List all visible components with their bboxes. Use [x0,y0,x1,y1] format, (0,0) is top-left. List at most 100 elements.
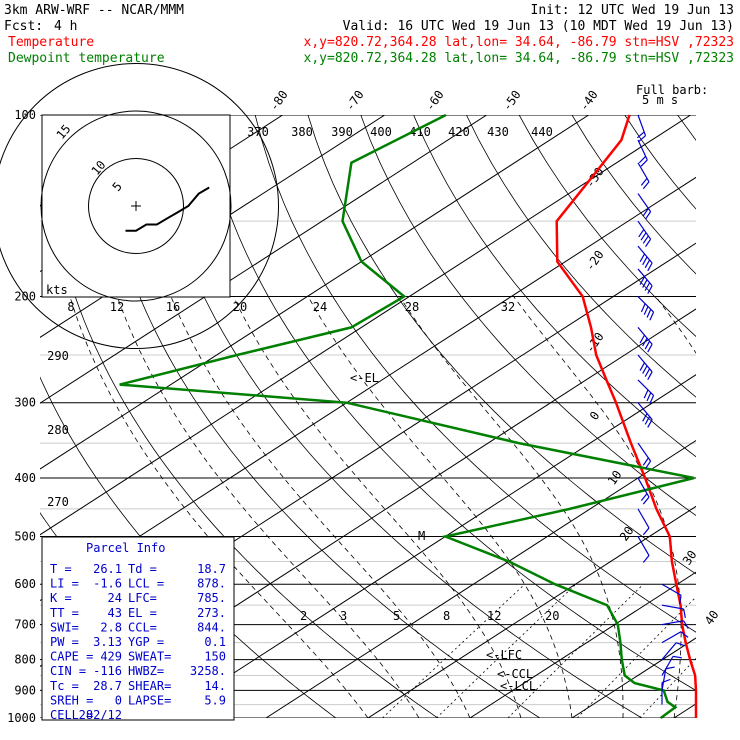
hodograph-ring-10 [40,110,232,302]
parcel-key-1: SWI= [50,620,79,634]
parcel-key-2: HWBZ= [128,664,164,678]
wind-barb-flag [647,371,653,380]
theta-label-280: 280 [47,423,69,437]
wind-barb-flag [639,362,646,371]
parcel-key-2: YGP = [128,635,164,649]
wind-barb-100 [636,114,647,143]
theta-label-410: 410 [409,125,431,139]
pressure-label-400: 400 [14,471,36,485]
dry-adiabat-400 [730,115,740,718]
parcel-value-1: -116 [93,664,122,678]
hodograph-ring-15 [0,63,279,349]
wind-barb-800 [661,642,685,660]
hodograph-speed-label-16: 16 [166,300,180,314]
annotation-lfc: <-LFC [486,648,522,662]
annotation-ccl: <-CCL [497,667,533,681]
moist-adiabat-0 [170,296,471,718]
temp-label-40: 40 [702,608,722,628]
mixing-ratio-label-8: 8 [443,609,450,623]
wind-barb-350 [637,442,652,469]
wind-barb-600 [661,583,682,605]
theta-label-420: 420 [448,125,470,139]
parcel-key-1: CAPE = [50,650,93,664]
wind-barb-flag [639,334,646,344]
isotherm--10 [367,505,696,718]
wind-barb-850 [661,655,682,676]
dry-adiabat-270 [43,115,439,718]
wind-barb-flag [642,365,648,374]
wind-barb-flag [647,343,653,353]
forecast-label: Fcst: [4,19,43,34]
mixing-ratio-label-3: 3 [340,609,347,623]
wind-barb-flag [683,620,689,629]
parcel-value-1: 24 [108,591,122,605]
wind-barb-300 [637,402,653,428]
annotation-lcl: <-LCL [500,679,536,693]
wind-barb-staff [637,114,647,136]
mixing-ratio-2 [382,583,526,718]
parcel-info-panel: Parcel Info T = 26.1 Td = 18.7 LI = -1.6 LCL = 8… [41,536,235,722]
dry-adiabat-340 [413,115,696,458]
wind-barb-700 [661,620,689,629]
temp-label--70: -70 [343,88,367,114]
isotherm--70 [40,115,691,536]
parcel-value-2: 14. [204,679,226,693]
wind-barb-165 [637,245,653,272]
parcel-key-1: LI = [50,577,79,591]
mixing-ratio-label-12: 12 [487,609,501,623]
dewpoint-trace [119,113,695,720]
parcel-key-2: SWEAT= [128,650,171,664]
parcel-key-1: TT = [50,606,79,620]
moist-adiabat--10 [69,296,369,718]
annotation-m: M [418,529,425,543]
wind-barb-flag [647,285,653,294]
pressure-label-700: 700 [14,618,36,632]
wind-barb-flag [644,340,651,350]
pressure-label-300: 300 [14,396,36,410]
pressure-label-800: 800 [14,653,36,667]
wind-barb-900 [661,666,675,691]
temp-label--60: -60 [423,88,447,114]
parcel-key-2: LCL = [128,577,164,591]
wind-barb-flag [661,678,671,684]
wind-barb-flag [647,419,653,428]
parcel-key-2: EL = [128,606,157,620]
theta-label-270: 270 [47,495,69,509]
temperature-legend: Temperature [8,35,94,50]
mixing-ratio-3 [436,583,577,718]
init-time: Init: 12 UTC Wed 19 Jun 13 [531,3,735,18]
mixing-ratio-8 [576,596,696,718]
wind-barb-flag [640,232,647,241]
wind-barb-450 [637,508,650,536]
model-title: 3km ARW-WRF -- NCAR/MMM [4,3,184,18]
temp-label--30: -30 [583,165,607,191]
mixing-ratio-label-5: 5 [393,609,400,623]
wind-barb-staff [637,139,648,161]
wind-barb-275 [637,379,655,404]
wind-barb-staff [661,583,682,596]
pressure-label-600: 600 [14,577,36,591]
parcel-value-2: 273. [197,606,226,620]
parcel-key-1: SREH = [50,693,93,707]
barb-legend-units: 5 m s [642,93,678,107]
wind-barb-flag [638,135,646,143]
isotherm--80 [40,115,589,470]
temperature-location: x,y=820.72,364.28 lat,lon= 34.64, -86.79… [304,35,734,50]
parcel-value-1: 3.13 [93,635,122,649]
parcel-key-1: Tc = [50,679,79,693]
parcel-value-2: 5.9 [204,693,226,707]
wind-barb-flag [645,238,652,247]
dewpoint-location: x,y=820.72,364.28 lat,lon= 34.64, -86.79… [304,51,734,66]
dry-adiabat-350 [466,115,696,398]
wind-barb-staff [661,631,682,644]
valid-time: Valid: 16 UTC Wed 19 Jun 13 (10 MDT Wed … [343,19,734,34]
temp-label--20: -20 [583,248,607,274]
wind-barb-flag [683,608,686,618]
wind-barb-110 [637,139,648,167]
wind-barb-flag [679,595,682,605]
mixing-ratio-label-2: 2 [300,609,307,623]
pressure-label-200: 200 [14,290,36,304]
wind-barb-staff [637,442,652,462]
dry-adiabat-300 [202,115,696,691]
